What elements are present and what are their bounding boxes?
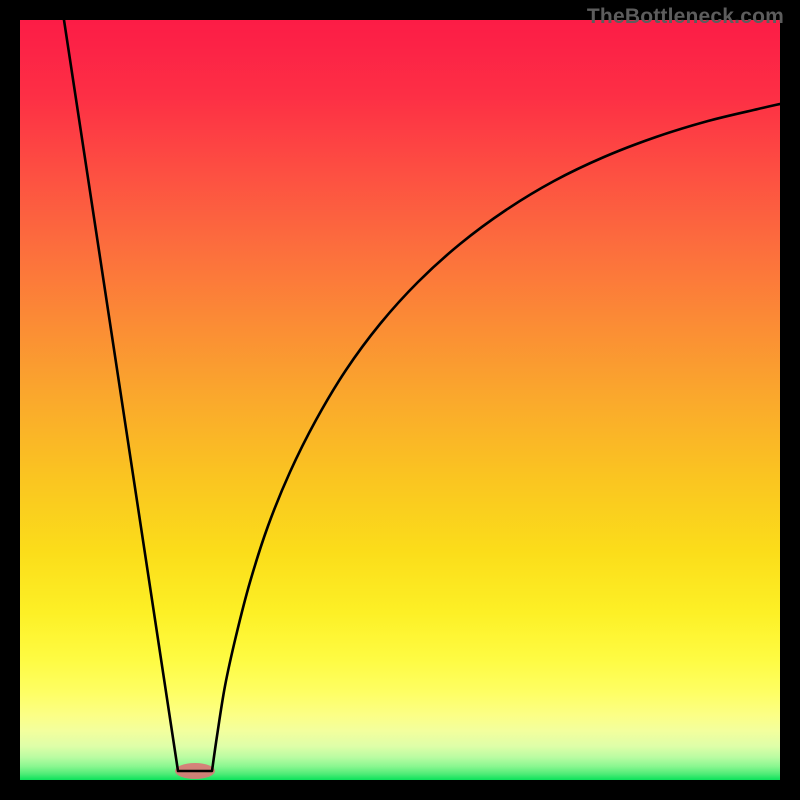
chart-container: TheBottleneck.com <box>0 0 800 800</box>
plot-area <box>20 20 780 780</box>
chart-svg <box>20 20 780 780</box>
attribution-label: TheBottleneck.com <box>587 5 784 29</box>
